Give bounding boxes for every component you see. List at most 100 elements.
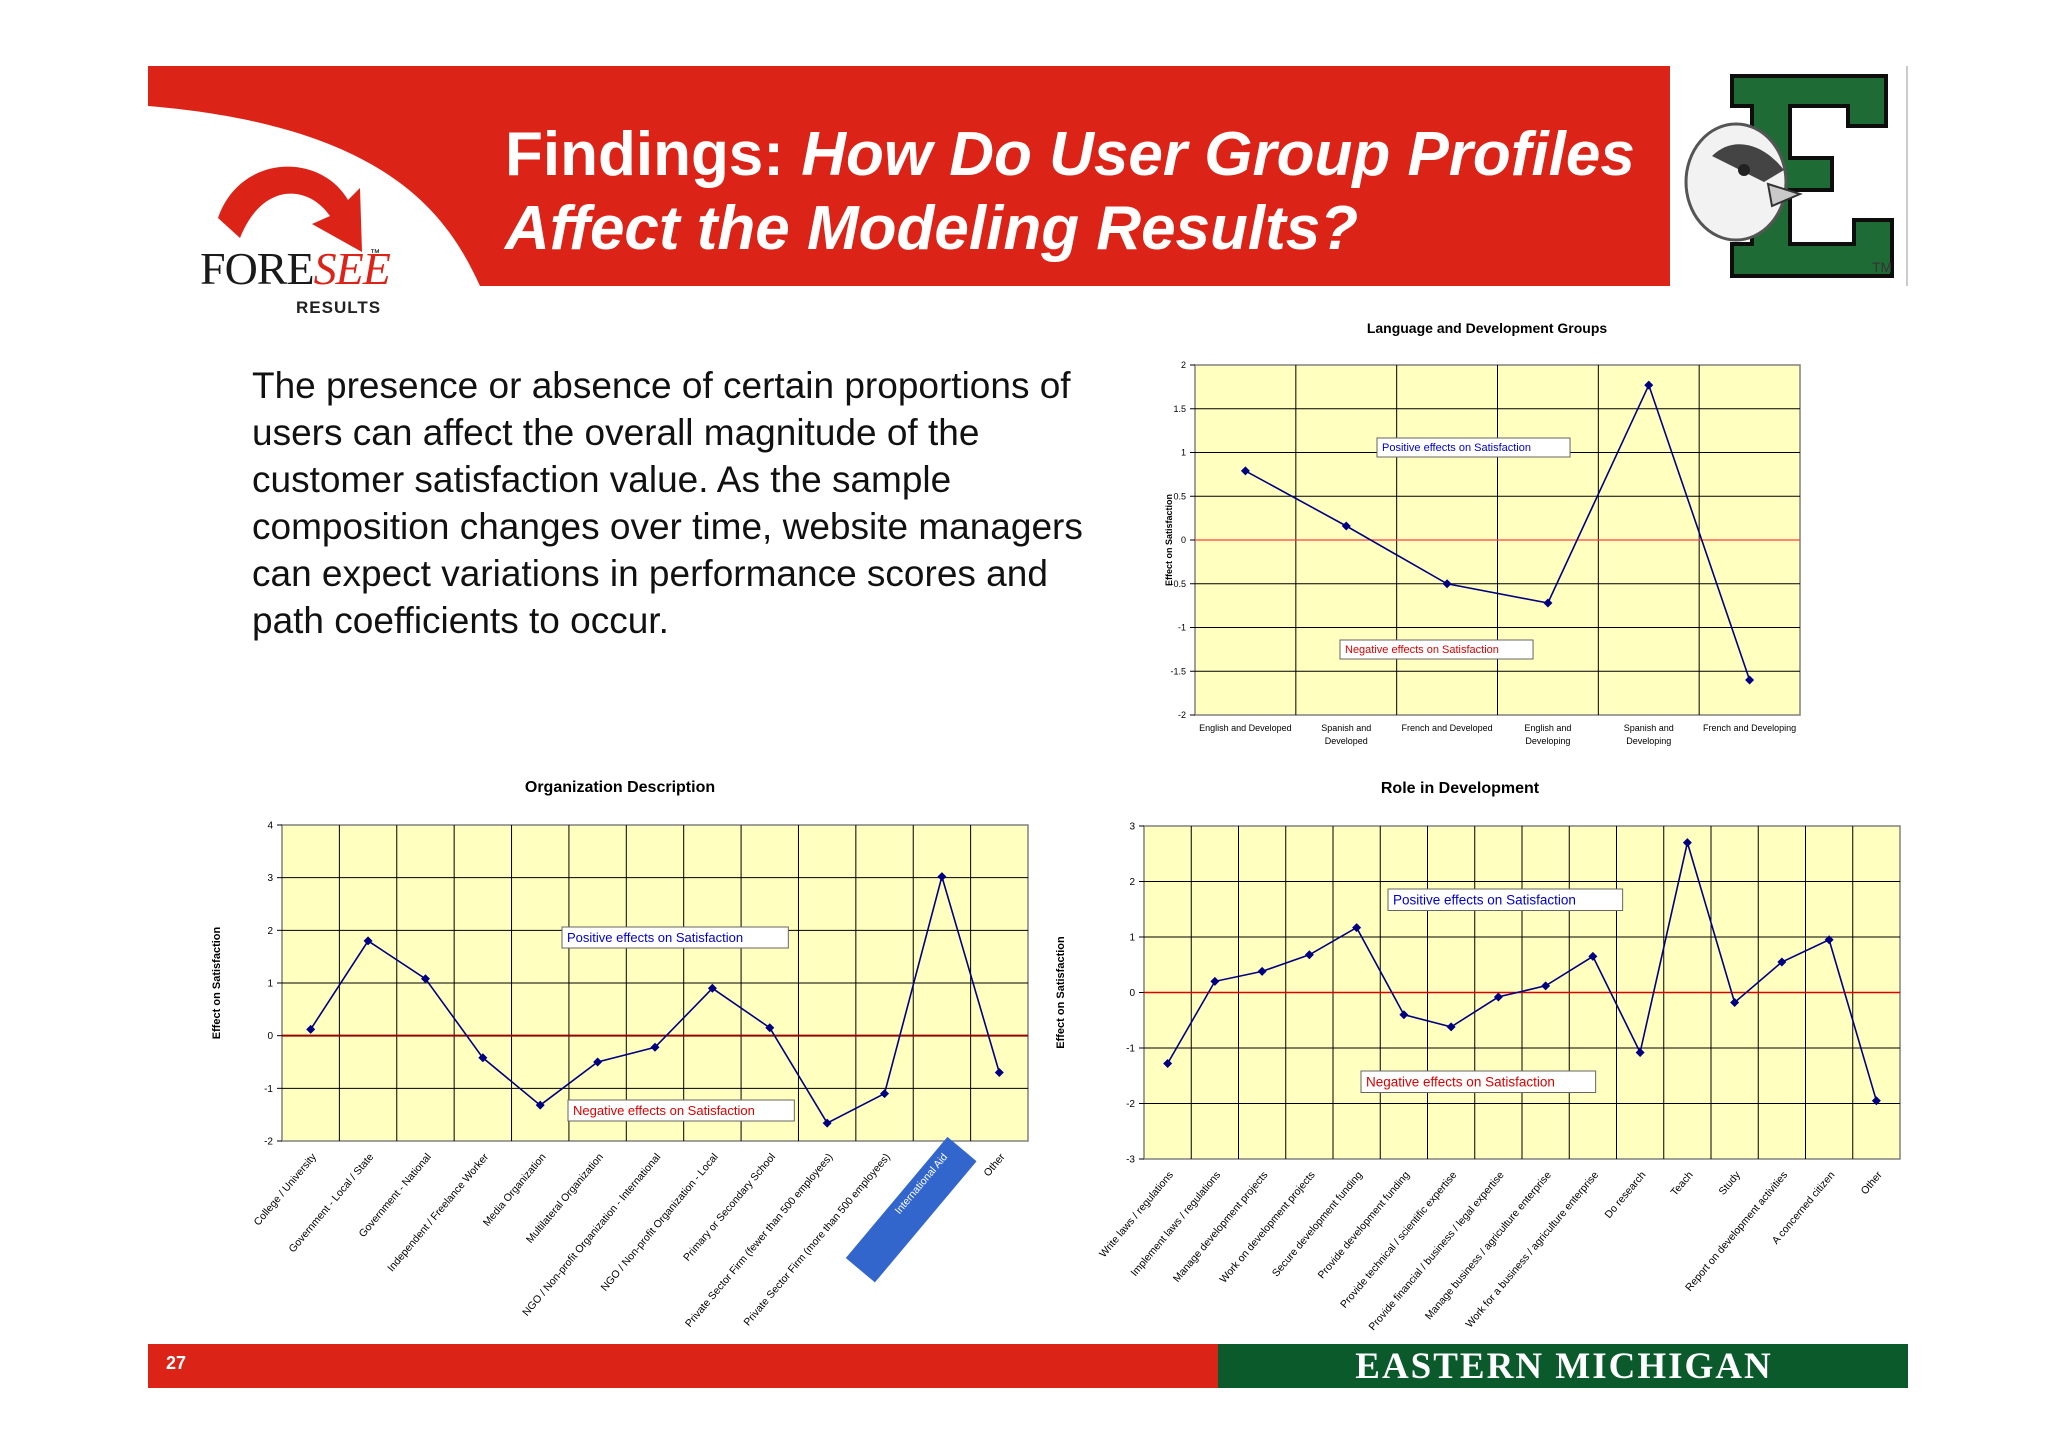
data-point — [363, 936, 373, 946]
y-tick-label: -1.5 — [1170, 666, 1186, 676]
y-tick-label: 3 — [267, 873, 273, 884]
x-tick-label: College / University — [252, 1151, 320, 1229]
y-tick-label: 1 — [1181, 448, 1186, 458]
data-point — [1644, 380, 1654, 390]
logo-divider — [1906, 66, 1908, 286]
y-tick-label: 1 — [267, 979, 273, 990]
y-tick-label: -1 — [1178, 623, 1186, 633]
y-tick-label: 4 — [267, 821, 273, 832]
y-tick-label: -2 — [1178, 710, 1186, 720]
y-axis-label: Effect on Satisfaction — [1164, 494, 1174, 586]
eagle-e-logo-icon: TM — [1672, 66, 1908, 286]
data-point — [1871, 1096, 1881, 1106]
data-point — [535, 1100, 545, 1110]
annotation-box-positive — [1376, 437, 1571, 458]
y-axis-label: Effect on Satisfaction — [1055, 936, 1067, 1049]
x-tick-label: French and Developing — [1703, 723, 1796, 733]
data-point — [1399, 1010, 1409, 1020]
y-tick-label: -2 — [1126, 1099, 1135, 1110]
y-tick-label: 2 — [1129, 877, 1135, 888]
y-tick-label: 1 — [1129, 933, 1135, 944]
y-axis-label: Effect on Satisfaction — [211, 926, 223, 1039]
data-point — [1682, 838, 1692, 848]
y-tick-label: 0 — [267, 1031, 273, 1042]
chart-language-development-svg: Language and Development Groups 2 1.5 1 0.5 0… — [1164, 320, 1801, 746]
data-point — [1541, 981, 1551, 991]
data-point — [1341, 521, 1351, 531]
data-point — [1824, 935, 1834, 945]
data-point — [1210, 976, 1220, 986]
data-point — [1543, 598, 1553, 608]
annotation-negative: Negative effects on Satisfaction — [573, 1103, 755, 1118]
x-tick-label: Manage development projects — [1171, 1169, 1271, 1284]
highlight-box — [845, 1136, 977, 1283]
data-point — [1493, 992, 1503, 1002]
data-point — [593, 1057, 603, 1067]
annotation-positive: Positive effects on Satisfaction — [567, 930, 743, 945]
foresee-arrow-icon — [218, 166, 362, 252]
y-tick-label: -2 — [264, 1137, 273, 1148]
x-tick-label: Developed — [1325, 736, 1368, 746]
y-tick-label: 2 — [267, 926, 273, 937]
x-tick-label: Other — [982, 1151, 1008, 1179]
x-tick-label: English and — [1524, 723, 1571, 733]
chart-title: Role in Development — [1381, 780, 1540, 797]
x-tick-label: Do research — [1602, 1169, 1648, 1221]
y-tick-label: 0.5 — [1173, 491, 1186, 501]
title-main: Findings: — [505, 120, 784, 189]
series-line — [1245, 382, 1751, 681]
data-point — [306, 1024, 316, 1034]
annotation-negative: Negative effects on Satisfaction — [1366, 1075, 1555, 1090]
x-tick-label: French and Developed — [1402, 723, 1493, 733]
data-point — [650, 1042, 660, 1052]
data-point — [1777, 957, 1787, 967]
data-point — [1446, 1022, 1456, 1032]
page-number: 27 — [166, 1353, 187, 1373]
highlight-band — [845, 1136, 977, 1283]
svg-text:TM: TM — [1872, 259, 1892, 275]
y-tick-label: 0 — [1181, 535, 1186, 545]
data-point — [1163, 1059, 1173, 1069]
x-tick-label: Work on development projects — [1217, 1169, 1317, 1285]
annotation-positive: Positive effects on Satisfaction — [1382, 442, 1531, 454]
x-tick-label: Media Organization — [481, 1151, 549, 1229]
data-point — [478, 1053, 488, 1063]
data-point — [1257, 966, 1267, 976]
y-tick-label: -1 — [1126, 1044, 1135, 1055]
data-point — [880, 1089, 890, 1099]
data-point — [822, 1118, 832, 1128]
annotation-box-negative — [567, 1099, 795, 1122]
x-tick-label: Spanish and — [1624, 723, 1674, 733]
annotation-box-positive — [1387, 888, 1624, 911]
annotation-box-positive — [561, 926, 789, 949]
data-point — [937, 872, 947, 882]
page-title: Findings: How Do User Group Profiles Aff… — [505, 118, 1665, 266]
y-tick-label: 3 — [1129, 822, 1135, 833]
y-tick-label: 1.5 — [1173, 404, 1186, 414]
data-point — [1442, 579, 1452, 589]
data-point — [1635, 1047, 1645, 1057]
y-tick-label: -3 — [1126, 1155, 1135, 1166]
series-line — [1166, 839, 1878, 1101]
chart-organization-description: Organization Description 4 3 2 1 0 -1 -2 Effect … — [200, 765, 1060, 1345]
x-tick-label: Independent / Freelance Worker — [385, 1151, 491, 1274]
chart-role-development-svg: Role in Development 3 2 1 0 -1 -2 -3 Effect on S… — [1055, 780, 1901, 1333]
data-point — [1304, 950, 1314, 960]
foresee-results-label: RESULTS — [296, 298, 382, 317]
chart-organization-description-svg: Organization Description 4 3 2 1 0 -1 -2 Effect … — [211, 779, 1029, 1330]
data-point — [1240, 466, 1250, 476]
annotation-negative: Negative effects on Satisfaction — [1345, 644, 1499, 656]
x-tick-label: English and Developed — [1199, 723, 1292, 733]
annotation-box-negative — [1339, 639, 1534, 660]
x-tick-label: Primary or Secondary School — [681, 1151, 778, 1263]
university-band — [1218, 1344, 1908, 1388]
data-point — [1730, 997, 1740, 1007]
chart-language-development: Language and Development Groups 2 1.5 1 0.5 0… — [1150, 310, 1830, 760]
y-tick-label: 2 — [1181, 360, 1186, 370]
body-paragraph: The presence or absence of certain propo… — [252, 365, 1083, 641]
title-sub-line2: Affect the Modeling Results? — [505, 194, 1359, 263]
x-tick-label: Provide development funding — [1316, 1169, 1413, 1281]
university-name: EASTERN MICHIGAN UNIVERSITY — [1355, 1346, 1773, 1429]
annotation-box-negative — [1360, 1070, 1597, 1093]
x-tick-label: Teach — [1668, 1169, 1695, 1198]
